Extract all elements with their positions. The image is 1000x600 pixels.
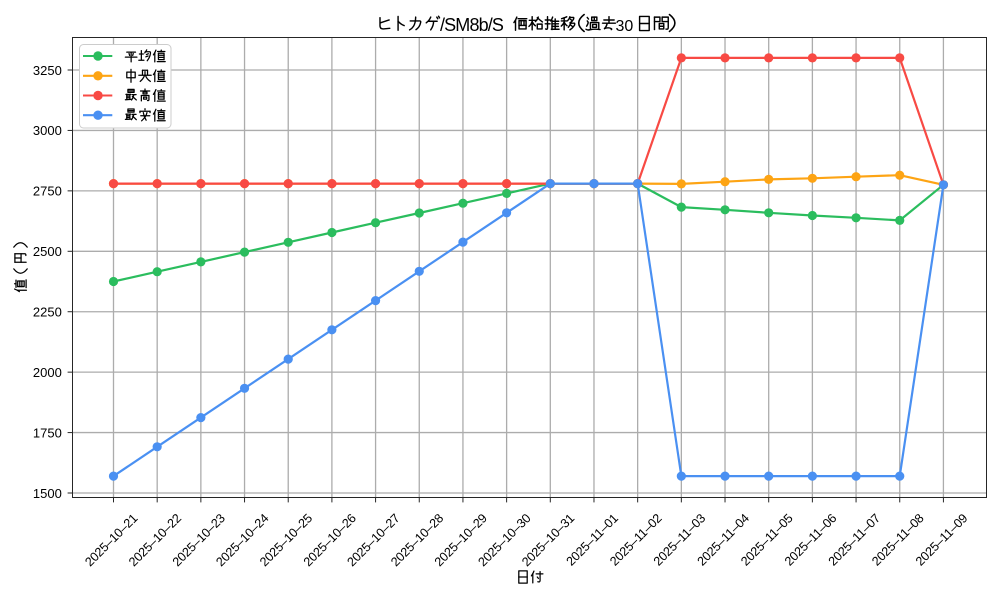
svg-text:2500: 2500 [33, 244, 62, 259]
svg-text:3250: 3250 [33, 63, 62, 78]
svg-text:2000: 2000 [33, 365, 62, 380]
svg-text:30: 30 [616, 18, 634, 35]
svg-text:1500: 1500 [33, 486, 62, 501]
svg-text:3000: 3000 [33, 123, 62, 138]
svg-text:1750: 1750 [33, 425, 62, 440]
svg-text:2750: 2750 [33, 184, 62, 199]
svg-text:2250: 2250 [33, 305, 62, 320]
svg-text:/SM8b/S: /SM8b/S [440, 15, 504, 35]
